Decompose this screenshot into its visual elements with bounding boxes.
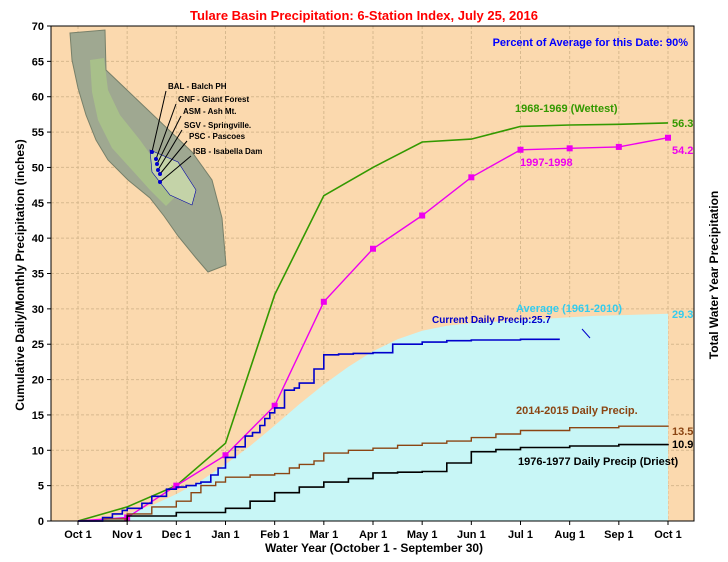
series-average-area <box>78 313 668 521</box>
total-1968-1969: 56.3 <box>672 118 693 130</box>
current-pointer-line <box>581 328 591 339</box>
x-tick-label: Dec 1 <box>162 529 191 541</box>
y-tick-label: 25 <box>32 339 44 351</box>
y-tick-label: 60 <box>32 92 44 104</box>
x-tick-label: Feb 1 <box>260 529 289 541</box>
label-1976-1977: 1976-1977 Daily Precip (Driest) <box>518 456 679 468</box>
series-layer <box>77 122 671 522</box>
y-tick-label: 55 <box>32 127 44 139</box>
station-marker <box>158 180 162 184</box>
station-label: SGV - Springville. <box>184 121 251 130</box>
series-1997-1998-point <box>517 146 524 153</box>
x-tick-label: May 1 <box>407 529 438 541</box>
label-current: Current Daily Precip:25.7 <box>432 315 551 326</box>
x-tick-label: Jan 1 <box>211 529 239 541</box>
x-tick-label: Sep 1 <box>604 529 633 541</box>
station-label: GNF - Giant Forest <box>178 95 249 104</box>
y-tick-label: 5 <box>38 481 44 493</box>
total-1997-1998: 54.2 <box>672 145 693 157</box>
y-tick-label: 40 <box>32 233 44 245</box>
y-tick-label: 45 <box>32 198 44 210</box>
station-leader <box>151 90 167 153</box>
chart-title: Tulare Basin Precipitation: 6-Station In… <box>190 8 538 23</box>
series-labels: 1968-1969 (Wettest) 56.3 1997-1998 54.2 Aver… <box>432 103 693 468</box>
x-tick-label: Oct 1 <box>654 529 682 541</box>
label-1997-1998: 1997-1998 <box>520 157 573 169</box>
series-current-line <box>78 338 560 522</box>
station-marker <box>150 150 154 154</box>
station-marker <box>154 157 158 161</box>
station-leader <box>156 115 182 165</box>
series-1997-1998-point <box>222 452 229 459</box>
x-tick-label: Mar 1 <box>309 529 338 541</box>
california-map-inset: BAL - Balch PH GNF - Giant Forest ASM - As… <box>69 29 262 273</box>
y-axis-title-right: Total Water Year Precipitation <box>707 191 721 360</box>
station-label: BAL - Balch PH <box>168 82 227 91</box>
california-outline <box>69 29 227 273</box>
chart-subtitle: Percent of Average for this Date: 90% <box>493 37 689 49</box>
series-1997-1998-point <box>320 298 327 305</box>
y-tick-label: 30 <box>32 304 44 316</box>
station-marker <box>155 162 159 166</box>
total-1976-1977: 10.9 <box>672 439 693 451</box>
series-1997-1998-point <box>665 134 671 141</box>
y-axis-title: Cumulative Daily/Monthly Precipitation (… <box>13 139 27 410</box>
station-label: ISB - Isabella Dam <box>193 147 262 156</box>
x-tick-label: Jun 1 <box>457 529 486 541</box>
total-2014-2015: 13.5 <box>672 426 693 438</box>
series-1997-1998-point <box>173 482 180 489</box>
station-marker <box>156 168 160 172</box>
y-tick-label: 35 <box>32 269 44 281</box>
y-tick-label: 15 <box>32 410 44 422</box>
x-tick-label: Oct 1 <box>64 529 92 541</box>
series-1997-1998-point <box>615 143 622 150</box>
station-label: PSC - Pascoes <box>189 132 246 141</box>
x-tick-label: Nov 1 <box>112 529 142 541</box>
series-1976-1977-line <box>78 443 669 522</box>
x-tick-label: Aug 1 <box>554 529 585 541</box>
station-leader <box>157 129 183 171</box>
label-2014-2015: 2014-2015 Daily Precip. <box>516 405 638 417</box>
x-tick-label: Apr 1 <box>359 529 387 541</box>
x-tick-label: Jul 1 <box>508 529 533 541</box>
total-average: 29.3 <box>672 309 693 321</box>
series-1997-1998-point <box>468 174 475 181</box>
series-1997-1998-point <box>370 245 376 252</box>
station-leader <box>155 103 177 160</box>
label-average: Average (1961-2010) <box>516 303 622 315</box>
y-tick-label: 50 <box>32 162 44 174</box>
y-tick-label: 70 <box>32 21 44 33</box>
station-label: ASM - Ash Mt. <box>183 107 236 116</box>
y-tick-label: 20 <box>32 375 44 387</box>
series-1997-1998-point <box>419 212 426 219</box>
station-leader <box>159 140 188 175</box>
y-tick-label: 65 <box>32 56 44 68</box>
x-axis-title: Water Year (October 1 - September 30) <box>265 541 483 555</box>
y-tick-label: 10 <box>32 445 44 457</box>
series-1997-1998-point <box>271 402 278 409</box>
label-1968-1969: 1968-1969 (Wettest) <box>515 103 618 115</box>
station-leader <box>159 155 192 183</box>
series-2014-2015-line <box>78 425 669 522</box>
y-tick-label: 0 <box>38 516 44 528</box>
station-marker <box>158 172 162 176</box>
axes: 0 5 10 15 20 25 30 35 40 45 50 55 60 65 70 Oct 1 Nov 1 De… <box>32 21 695 541</box>
series-1997-1998-point <box>566 145 573 152</box>
